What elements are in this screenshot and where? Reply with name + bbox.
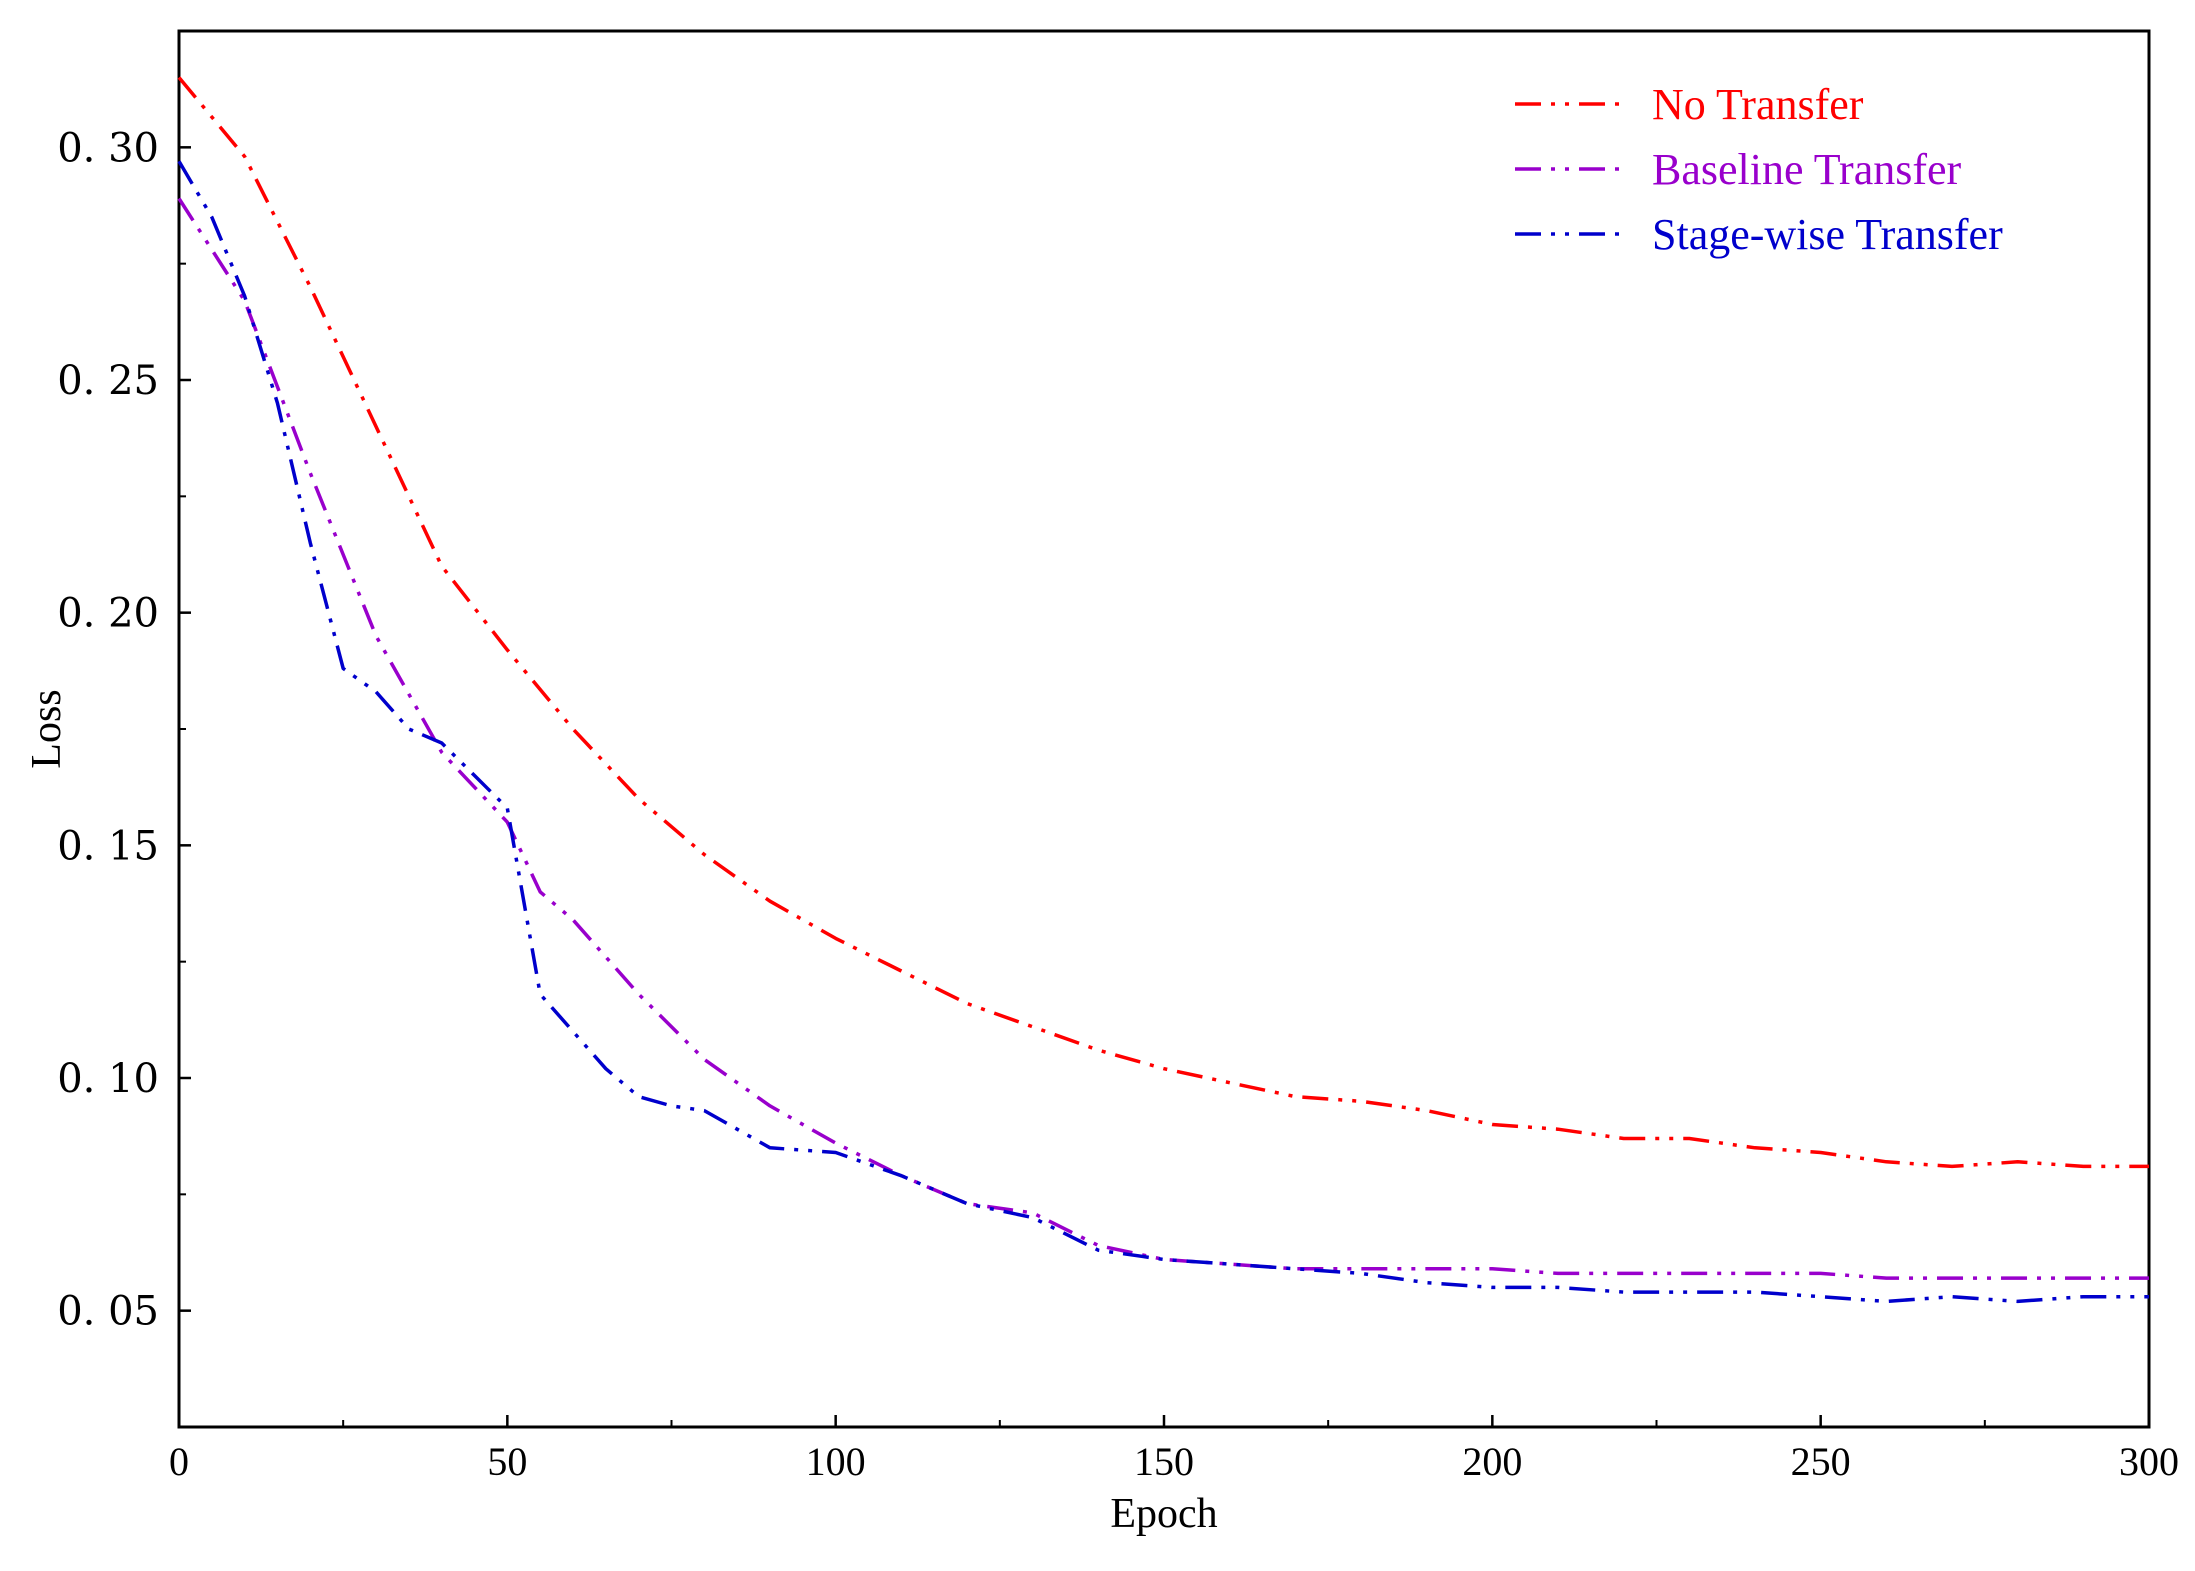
legend-label: No Transfer [1652, 80, 1864, 129]
y-tick-label: 0. 30 [57, 125, 159, 171]
legend-label: Stage-wise Transfer [1652, 210, 2003, 259]
x-tick-label: 300 [2119, 1439, 2179, 1484]
series-line-1 [177, 76, 2149, 1169]
x-tick-label: 50 [487, 1439, 527, 1484]
x-tick-label: 150 [1134, 1439, 1194, 1484]
y-tick-label: 0. 15 [57, 823, 159, 869]
x-tick-label: 250 [1791, 1439, 1851, 1484]
y-axis-ticks: 0. 05 0. 10 0. 15 0. 20 0. 25 0. 30 [57, 30, 191, 1335]
y-tick-label: 0. 05 [57, 1289, 159, 1335]
x-axis-ticks: 0 50 100 150 200 250 300 [169, 1415, 2179, 1484]
series-line-3 [177, 160, 2149, 1304]
series-lines [177, 76, 2149, 1304]
x-tick-label: 200 [1462, 1439, 1522, 1484]
x-tick-label: 100 [806, 1439, 866, 1484]
legend: No Transfer Baseline Transfer Stage-wise T… [1515, 80, 2003, 259]
plot-area: 0 50 100 150 200 250 300 0. 050. 100. 150. 200… [57, 29, 2179, 1484]
y-tick-label: 0. 20 [57, 591, 159, 637]
series-line-2 [177, 197, 2149, 1280]
x-axis-title: Epoch [1110, 1491, 1217, 1537]
y-tick-label: 0. 25 [57, 358, 159, 404]
y-axis-title: Loss [24, 689, 70, 768]
y-tick-label: 0. 10 [57, 1056, 159, 1102]
x-tick-label: 0 [169, 1439, 189, 1484]
legend-label: Baseline Transfer [1652, 145, 1962, 194]
